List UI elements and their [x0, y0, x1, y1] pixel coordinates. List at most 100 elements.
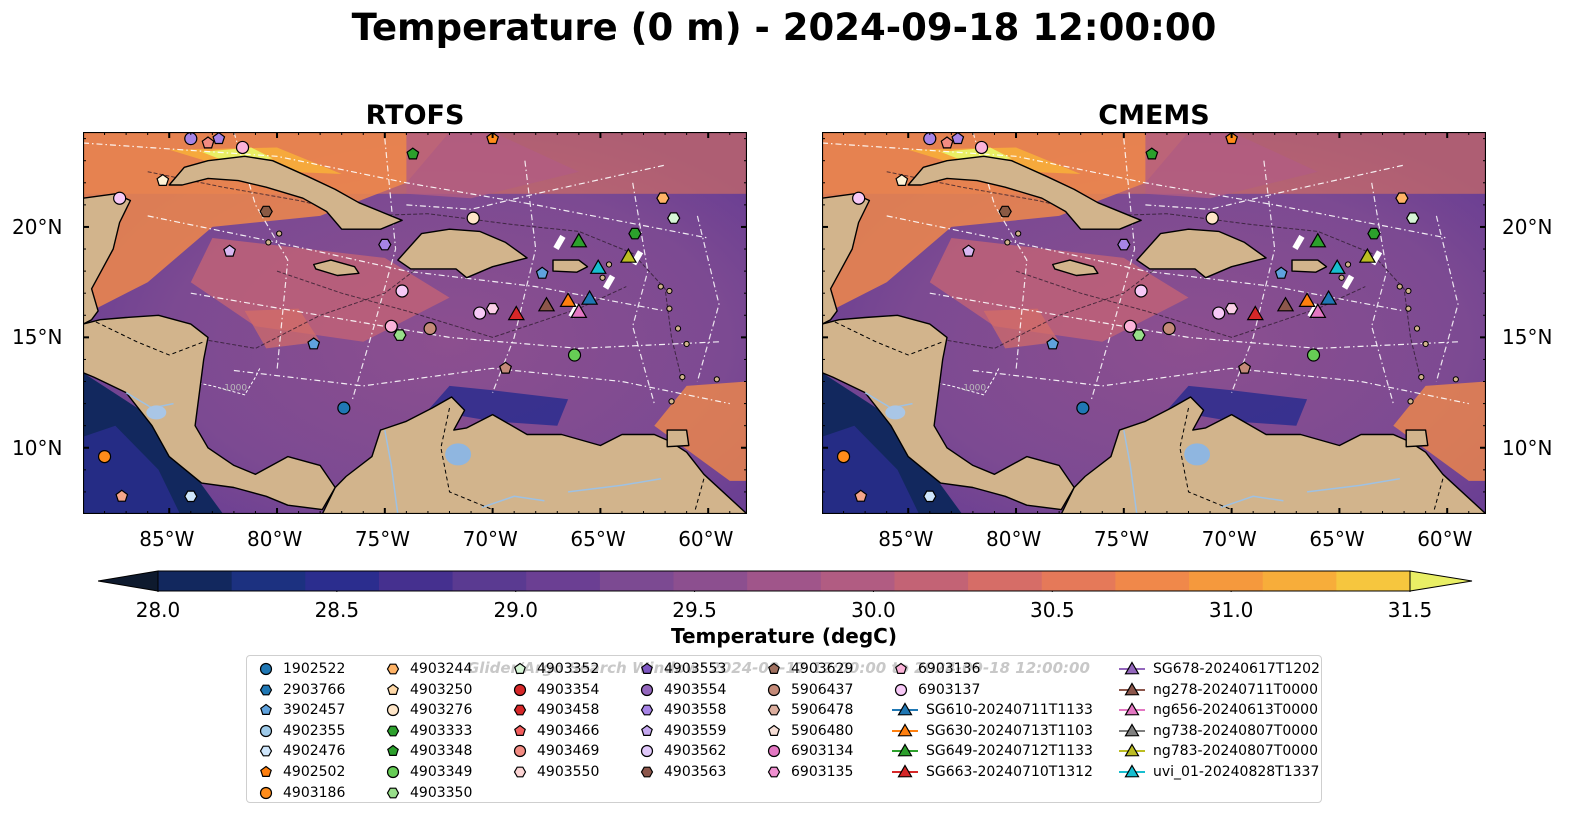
small-island [1405, 287, 1412, 295]
eez-boundary [632, 182, 655, 404]
colorbar-tick-label: 29.0 [493, 598, 538, 622]
platform-marker [1328, 258, 1346, 274]
legend-symbol [767, 704, 781, 716]
legend-entry: SG663-20240710T1312 [892, 762, 1093, 782]
legend-entry: 4903466 [511, 721, 599, 741]
legend-symbol [386, 765, 400, 779]
legend-label: 4903466 [537, 722, 600, 739]
eez-boundary [1371, 182, 1394, 404]
platform-marker [974, 140, 989, 155]
eez-boundary [351, 138, 397, 400]
bathymetry-contour [929, 259, 1168, 349]
small-island [1015, 230, 1022, 237]
legend-entry: 4903333 [384, 721, 472, 741]
platform-marker [667, 212, 681, 224]
legend-symbol [259, 662, 273, 676]
legend-label: 4903333 [410, 722, 473, 739]
legend-entry: 6903137 [892, 680, 980, 700]
legend-label: ng738-20240807T0000 [1153, 722, 1318, 739]
bathymetry-contour [147, 171, 683, 382]
platform-marker [1309, 232, 1327, 248]
legend-entry: SG649-20240712T1133 [892, 741, 1093, 761]
bathymetry-contour [886, 171, 1422, 382]
small-island [1422, 340, 1429, 348]
platform-marker [499, 361, 513, 374]
legend-symbol [640, 766, 654, 778]
x-tick-label: 70°W [462, 527, 518, 551]
legend-symbol [897, 764, 913, 778]
small-island [1418, 373, 1425, 381]
platform-marker [895, 173, 909, 187]
x-tick-label: 80°W [986, 527, 1042, 551]
colorbar [98, 570, 1473, 592]
contour-label: -1000 [221, 383, 247, 393]
legend-entry: ng278-20240711T0000 [1119, 680, 1318, 700]
platform-marker [223, 244, 237, 257]
platform-marker [1309, 303, 1327, 318]
colorbar-tick-label: 31.0 [1208, 598, 1254, 622]
legend-label: 4902355 [283, 722, 346, 739]
legend-symbol [641, 724, 653, 736]
legend-marker [768, 724, 780, 736]
legend-symbol [260, 765, 272, 777]
legend-symbol [1124, 743, 1140, 757]
platform-marker [1358, 247, 1377, 263]
legend-label: 5906478 [791, 702, 854, 719]
platform-marker [97, 449, 112, 464]
eez-boundary [406, 164, 666, 210]
platform-marker [212, 132, 226, 145]
upwelling-cool-water [1166, 385, 1308, 426]
map-panel-rtofs: -1000 [83, 132, 747, 514]
river [384, 429, 399, 514]
platform-marker [628, 227, 642, 240]
glider-track [553, 234, 566, 250]
colorbar-segment [231, 571, 306, 591]
legend-entry: 4903550 [511, 762, 599, 782]
legend-label: 4903553 [664, 661, 727, 677]
platform-marker [466, 211, 480, 225]
platform-marker [115, 489, 129, 502]
legend-symbol [386, 787, 400, 798]
legend-label: ng278-20240711T0000 [1153, 681, 1318, 698]
eez-boundary [233, 367, 730, 405]
legend-marker [260, 765, 272, 777]
jamaica-landmass [312, 259, 360, 277]
hispaniola-landmass [397, 228, 528, 279]
legend-label: 4902476 [283, 743, 346, 760]
legend-entry: 4903349 [384, 762, 472, 782]
legend-marker [895, 662, 907, 674]
legend-entry: 4903348 [384, 741, 472, 761]
eez-boundary [83, 142, 709, 239]
hispaniola-landmass [1136, 228, 1267, 279]
legend-label: ng783-20240807T0000 [1153, 743, 1318, 760]
legend-marker [514, 724, 526, 736]
eez-boundary [1145, 164, 1405, 210]
legend-symbol [640, 704, 654, 716]
eez-boundary [696, 215, 720, 382]
legend-label: SG663-20240710T1312 [926, 764, 1093, 780]
platform-marker [923, 490, 937, 503]
legend-entry: SG630-20240713T1103 [892, 721, 1093, 741]
platform-marker [1406, 212, 1420, 224]
legend-label: SG678-20240617T1202 [1153, 661, 1320, 677]
legend-marker [640, 766, 654, 778]
colorbar-segment [305, 571, 380, 591]
legend-entry: ng738-20240807T0000 [1119, 721, 1318, 741]
platform-marker [570, 232, 588, 248]
platform-marker [1117, 238, 1131, 251]
country-border [95, 321, 204, 356]
platform-marker [1123, 319, 1137, 333]
x-tick-label: 75°W [354, 527, 411, 551]
platform-marker [473, 306, 487, 320]
legend-label: 3902457 [283, 702, 346, 719]
yucatan-landmass [83, 132, 132, 325]
legend-label: SG630-20240713T1103 [926, 722, 1093, 739]
platform-marker [307, 337, 321, 350]
warm-water-bahamas [1145, 132, 1318, 199]
legend-entry: 4903563 [638, 762, 726, 782]
legend-entry: 4903276 [384, 700, 472, 720]
small-island [1344, 261, 1352, 268]
map-frame [83, 132, 747, 514]
legend-label: 6903135 [791, 764, 854, 780]
platform-marker [1046, 337, 1060, 350]
